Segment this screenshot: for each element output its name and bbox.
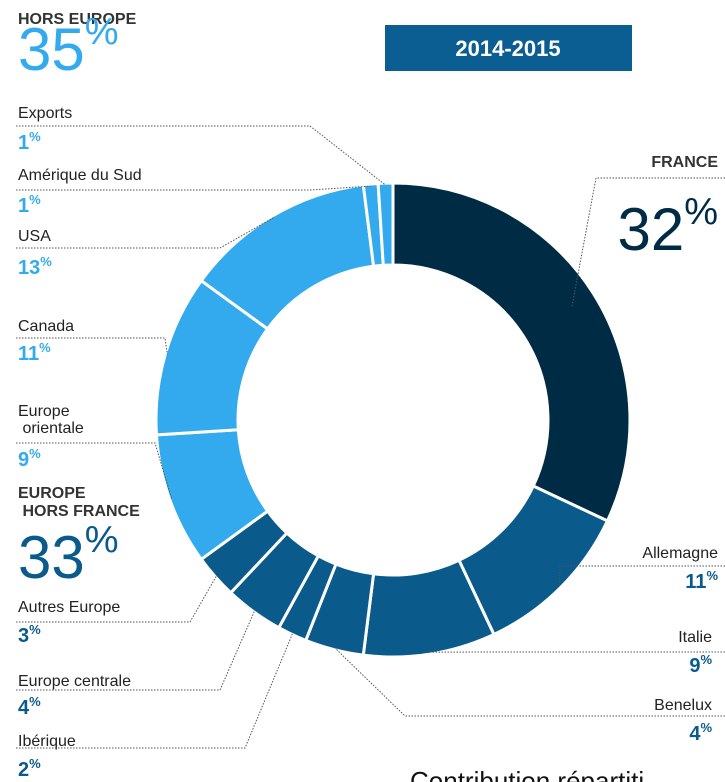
leader-line	[16, 442, 173, 500]
value-label: 9%	[18, 446, 41, 471]
value-label: 1%	[18, 192, 41, 217]
slice	[391, 181, 632, 523]
value-label: 4%	[689, 720, 712, 745]
group-label: HORS EUROPE	[18, 11, 137, 28]
segment-label: Exports	[18, 105, 72, 122]
segment-label: Autres Europe	[18, 599, 120, 616]
leader-line	[16, 632, 294, 749]
segment-label: Italie	[678, 629, 712, 646]
segment-label: FRANCE	[651, 154, 718, 171]
group-label: EUROPE HORS FRANCE	[18, 485, 140, 520]
leader-line	[16, 575, 218, 623]
segment-label: Amérique du Sud	[18, 167, 142, 184]
group-value: 35%	[18, 11, 119, 83]
leader-line	[16, 217, 274, 249]
value-label: 13%	[18, 254, 52, 279]
leader-line	[16, 185, 371, 191]
leader-line	[16, 125, 386, 186]
value-label: 3%	[18, 622, 41, 647]
segment-label: Benelux	[654, 697, 712, 714]
value-label: 11%	[685, 568, 718, 593]
segment-label: Europe orientale	[18, 403, 84, 437]
value-label: 9%	[689, 652, 712, 677]
value-label: 11%	[18, 340, 51, 365]
value-label: 1%	[18, 129, 41, 154]
leader-line	[16, 609, 256, 691]
value-label: 2%	[18, 756, 41, 781]
segment-label: USA	[18, 228, 51, 245]
segment-label: Canada	[18, 318, 74, 335]
leader-line	[334, 647, 725, 717]
segment-label: Allemagne	[642, 545, 718, 562]
value-label: 32%	[617, 191, 718, 263]
leader-line	[16, 337, 168, 355]
leader-line	[558, 565, 725, 587]
leader-line	[571, 177, 725, 307]
segment-label: Europe centrale	[18, 673, 131, 690]
group-value: 33%	[18, 519, 119, 591]
slice	[376, 181, 395, 267]
title-box	[385, 25, 632, 71]
segment-label: Ibérique	[18, 733, 76, 750]
chart-title: 2014-2015	[455, 36, 560, 61]
footnote: Contribution répartiti	[410, 766, 644, 782]
value-label: 4%	[18, 694, 41, 719]
